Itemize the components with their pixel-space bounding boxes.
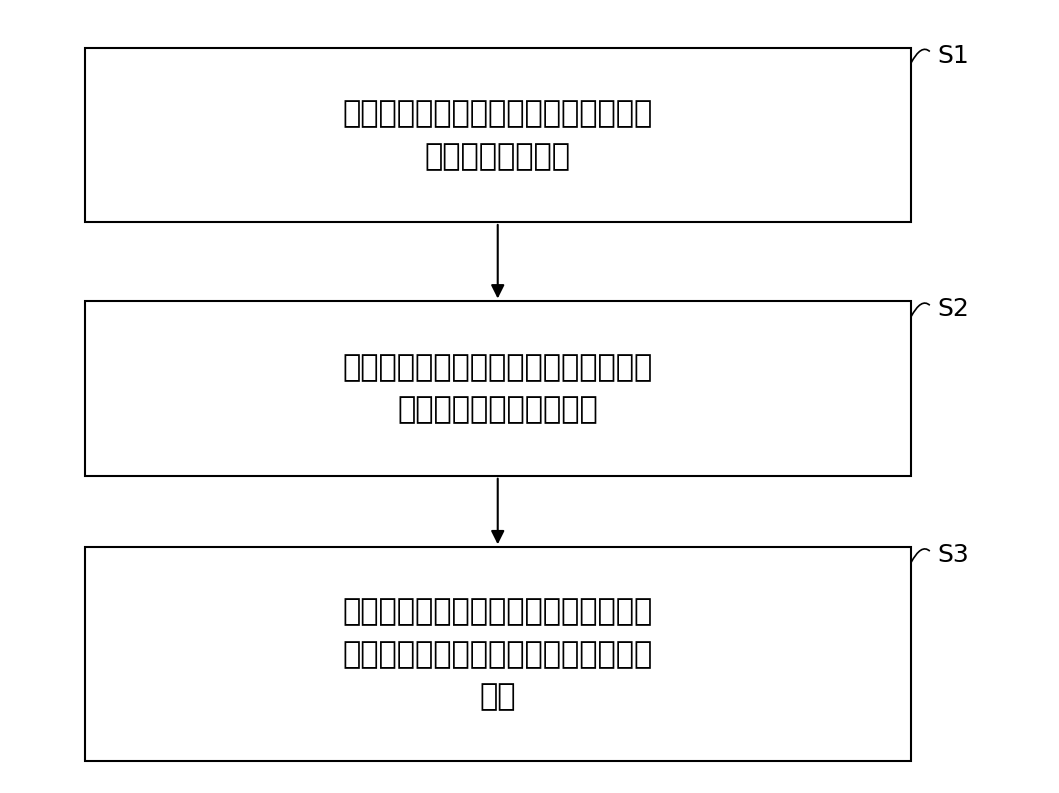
Text: 根据当前通信信道的带宽以及所述分包
机制对发送数据进行分包: 根据当前通信信道的带宽以及所述分包 机制对发送数据进行分包 [343, 353, 652, 424]
Text: S2: S2 [937, 297, 969, 321]
Text: 根据用于融合通信的多个信道的带宽的
比值构建分包机制: 根据用于融合通信的多个信道的带宽的 比值构建分包机制 [343, 99, 652, 170]
Text: 根据通过所述分包获得的发送报文中的
顺序编码的识别码对分包数据进行融包
操作: 根据通过所述分包获得的发送报文中的 顺序编码的识别码对分包数据进行融包 操作 [343, 597, 652, 711]
Text: S3: S3 [937, 543, 969, 567]
Text: S1: S1 [937, 44, 969, 67]
FancyBboxPatch shape [85, 301, 911, 476]
FancyBboxPatch shape [85, 547, 911, 761]
FancyBboxPatch shape [85, 48, 911, 222]
